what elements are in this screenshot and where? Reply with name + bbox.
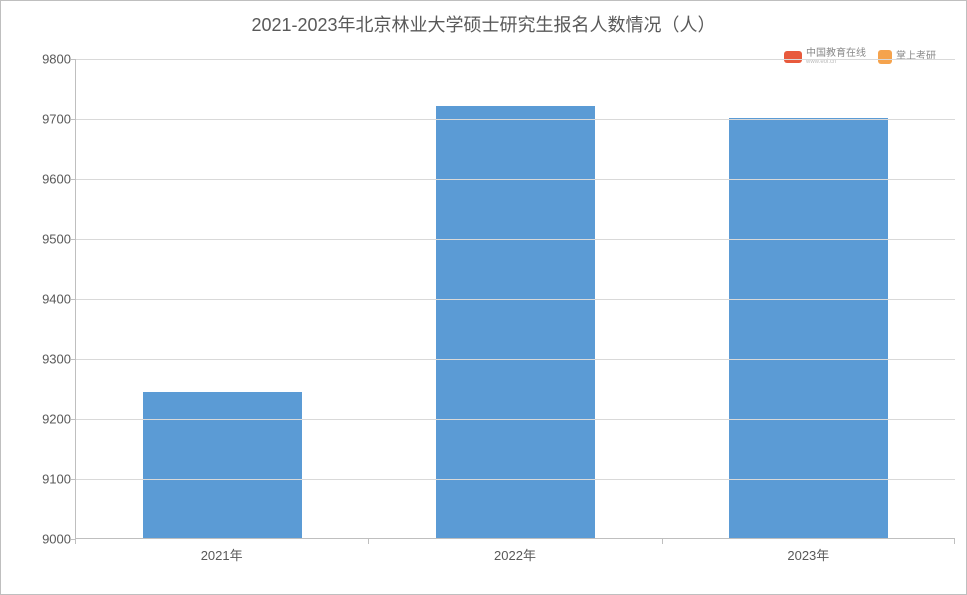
bar bbox=[143, 392, 301, 538]
y-tick-mark bbox=[71, 419, 76, 420]
bar bbox=[729, 118, 887, 538]
y-tick-mark bbox=[71, 299, 76, 300]
x-tick-label: 2022年 bbox=[368, 545, 661, 564]
gridline bbox=[76, 59, 955, 60]
y-tick-label: 9700 bbox=[11, 112, 71, 127]
x-tick-mark bbox=[368, 539, 369, 544]
y-tick-label: 9200 bbox=[11, 412, 71, 427]
gridline bbox=[76, 179, 955, 180]
x-tick-mark bbox=[954, 539, 955, 544]
plot-area bbox=[75, 59, 955, 539]
chart-container: 2021-2023年北京林业大学硕士研究生报名人数情况（人） 中国教育在线 ww… bbox=[0, 0, 967, 595]
y-tick-label: 9600 bbox=[11, 172, 71, 187]
x-tick-label: 2023年 bbox=[662, 545, 955, 564]
x-tick-mark bbox=[662, 539, 663, 544]
x-tick-mark bbox=[75, 539, 76, 544]
watermark-text-1-main: 中国教育在线 bbox=[806, 48, 866, 59]
y-tick-label: 9800 bbox=[11, 52, 71, 67]
gridline bbox=[76, 479, 955, 480]
y-tick-mark bbox=[71, 479, 76, 480]
x-axis-labels: 2021年2022年2023年 bbox=[75, 545, 955, 564]
y-tick-label: 9500 bbox=[11, 232, 71, 247]
gridline bbox=[76, 359, 955, 360]
y-tick-mark bbox=[71, 359, 76, 360]
gridline bbox=[76, 119, 955, 120]
y-tick-mark bbox=[71, 179, 76, 180]
y-tick-mark bbox=[71, 59, 76, 60]
y-tick-label: 9300 bbox=[11, 352, 71, 367]
y-tick-label: 9100 bbox=[11, 472, 71, 487]
bar bbox=[436, 106, 594, 538]
gridline bbox=[76, 239, 955, 240]
y-tick-label: 9000 bbox=[11, 532, 71, 547]
y-tick-mark bbox=[71, 119, 76, 120]
y-tick-label: 9400 bbox=[11, 292, 71, 307]
chart-title: 2021-2023年北京林业大学硕士研究生报名人数情况（人） bbox=[1, 1, 966, 37]
gridline bbox=[76, 419, 955, 420]
x-tick-label: 2021年 bbox=[75, 545, 368, 564]
y-tick-mark bbox=[71, 239, 76, 240]
gridline bbox=[76, 299, 955, 300]
